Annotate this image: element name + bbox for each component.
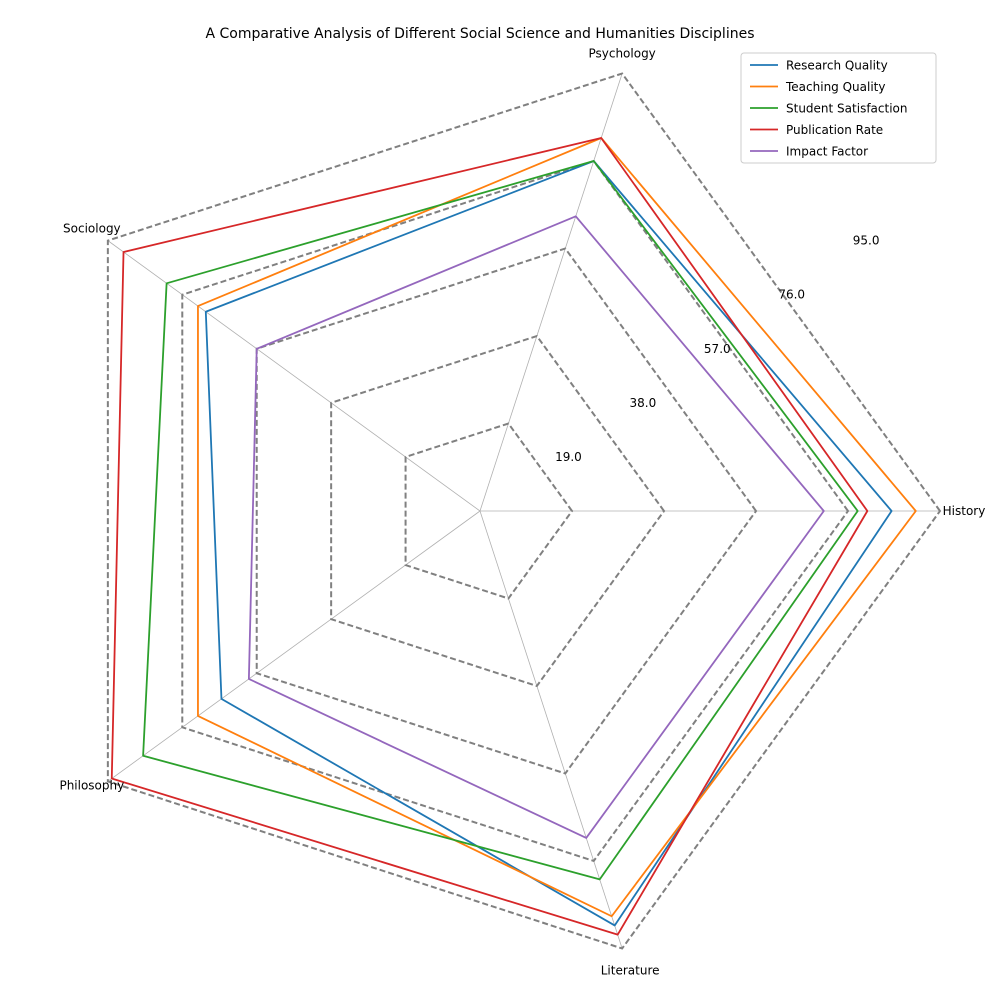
grid-layer: [106, 72, 942, 950]
category-label-philosophy: Philosophy: [59, 778, 124, 792]
series-line-1: [204, 160, 893, 927]
series-line-3: [142, 160, 859, 881]
chart-title: A Comparative Analysis of Different Soci…: [206, 26, 755, 42]
grid-ring-1: [404, 422, 574, 600]
tick-label: 76.0: [778, 288, 805, 302]
legend-box: [740, 52, 937, 164]
label-layer: 19.0 38.0 57.0 76.0 95.0 History Psychology Soc…: [59, 47, 985, 978]
series-layer: [110, 137, 917, 936]
legend: Research Quality Teaching Quality Studen…: [740, 52, 937, 164]
spoke-sociology: [107, 240, 481, 512]
tick-label: 38.0: [629, 396, 656, 410]
category-label-psychology: Psychology: [588, 47, 655, 61]
series-line-2: [197, 137, 917, 918]
spoke-literature: [479, 510, 623, 949]
series-line-4: [110, 137, 869, 936]
tick-label: 57.0: [704, 342, 731, 356]
grid-ring-3: [255, 247, 758, 775]
grid-ring-5: [106, 72, 942, 950]
grid-ring-2: [330, 334, 666, 688]
category-label-history: History: [943, 504, 986, 518]
grid-ring-4: [181, 159, 850, 863]
legend-label-2: Teaching Quality: [785, 80, 885, 94]
tick-label: 95.0: [853, 234, 880, 248]
category-label-literature: Literature: [601, 963, 660, 977]
legend-label-4: Publication Rate: [786, 123, 883, 137]
spoke-psychology: [479, 73, 623, 512]
legend-label-5: Impact Factor: [786, 145, 868, 159]
series-line-5: [247, 215, 825, 839]
legend-label-1: Research Quality: [786, 59, 888, 73]
legend-label-3: Student Satisfaction: [786, 102, 907, 116]
spoke-philosophy: [107, 510, 481, 782]
tick-label: 19.0: [555, 450, 582, 464]
category-label-sociology: Sociology: [63, 222, 121, 236]
